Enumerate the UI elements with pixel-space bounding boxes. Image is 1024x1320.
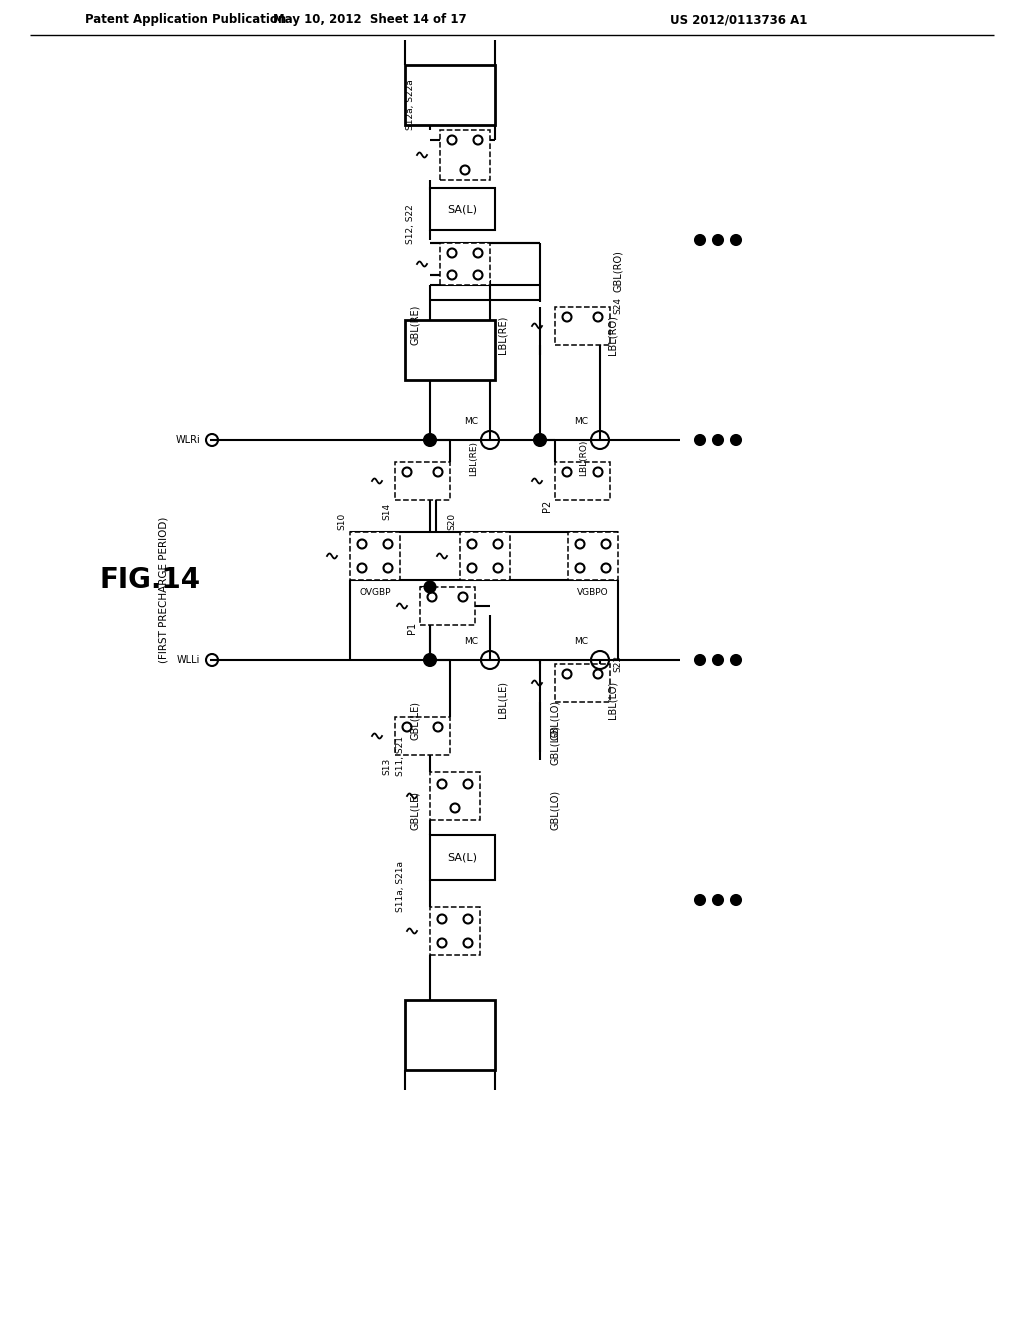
Text: MC: MC [574, 417, 588, 426]
Circle shape [713, 436, 723, 445]
Text: S12, S22: S12, S22 [406, 205, 415, 244]
Circle shape [424, 653, 436, 667]
Text: SA(L): SA(L) [447, 853, 477, 862]
Bar [395, 717, 450, 755]
Circle shape [424, 434, 436, 446]
Bar [430, 836, 495, 880]
Circle shape [731, 436, 741, 445]
Text: May 10, 2012  Sheet 14 of 17: May 10, 2012 Sheet 14 of 17 [273, 13, 467, 26]
Bar [430, 187, 495, 230]
Text: MC: MC [574, 638, 588, 647]
Text: LBL(RO): LBL(RO) [579, 440, 588, 477]
Text: S11a, S21a: S11a, S21a [395, 861, 404, 912]
Text: S24: S24 [613, 297, 623, 314]
Bar [555, 462, 610, 500]
Bar [406, 65, 495, 125]
Bar [395, 462, 450, 500]
Bar [440, 129, 490, 180]
Text: LBL(RO): LBL(RO) [607, 315, 617, 355]
Text: GBL(LE): GBL(LE) [410, 701, 420, 739]
Text: S10: S10 [338, 512, 346, 529]
Text: P2: P2 [542, 500, 552, 512]
Bar [460, 532, 510, 579]
Bar [350, 532, 400, 579]
Text: S11, S21: S11, S21 [395, 737, 404, 776]
Circle shape [695, 436, 705, 445]
Bar [406, 1001, 495, 1071]
Text: (FIRST PRECHARGE PERIOD): (FIRST PRECHARGE PERIOD) [158, 517, 168, 663]
Text: GBL(LE): GBL(LE) [410, 791, 420, 829]
Bar [430, 772, 480, 820]
Text: GBL(RO): GBL(RO) [613, 249, 623, 292]
Circle shape [713, 895, 723, 906]
Text: FIG.14: FIG.14 [100, 566, 201, 594]
Text: US 2012/0113736 A1: US 2012/0113736 A1 [670, 13, 807, 26]
Text: Patent Application Publication: Patent Application Publication [85, 13, 287, 26]
Bar [430, 907, 480, 954]
Circle shape [695, 895, 705, 906]
Text: S13: S13 [383, 758, 391, 775]
Text: P1: P1 [407, 622, 417, 634]
Text: OVGBP: OVGBP [359, 587, 391, 597]
Text: SA(L): SA(L) [447, 205, 477, 214]
Circle shape [534, 434, 546, 446]
Circle shape [695, 655, 705, 665]
Text: WLLi: WLLi [176, 655, 200, 665]
Text: LBL(LO): LBL(LO) [607, 681, 617, 719]
Text: LBL(RE): LBL(RE) [469, 441, 478, 475]
Text: LBL(LE): LBL(LE) [497, 681, 507, 718]
Text: S14: S14 [383, 503, 391, 520]
Text: MC: MC [464, 417, 478, 426]
Text: S20: S20 [447, 512, 457, 529]
Text: VGBPO: VGBPO [578, 587, 609, 597]
Text: GBL(RE): GBL(RE) [410, 305, 420, 346]
Circle shape [695, 235, 705, 246]
Bar [555, 308, 610, 345]
Text: GBL(LO): GBL(LO) [550, 725, 560, 766]
Text: S12a, S22a: S12a, S22a [406, 79, 415, 131]
Bar [440, 243, 490, 285]
Circle shape [731, 655, 741, 665]
Text: LBL(RE): LBL(RE) [497, 315, 507, 354]
Text: GBL(LO): GBL(LO) [550, 789, 560, 830]
Bar [555, 664, 610, 702]
Bar [420, 587, 475, 624]
Text: WLRi: WLRi [175, 436, 200, 445]
Circle shape [425, 582, 435, 593]
Circle shape [731, 235, 741, 246]
Text: S23: S23 [613, 655, 623, 672]
Circle shape [713, 655, 723, 665]
Text: GBL(LO): GBL(LO) [550, 700, 560, 741]
Circle shape [731, 895, 741, 906]
Bar [568, 532, 618, 579]
Circle shape [713, 235, 723, 246]
Text: MC: MC [464, 638, 478, 647]
Bar [406, 319, 495, 380]
